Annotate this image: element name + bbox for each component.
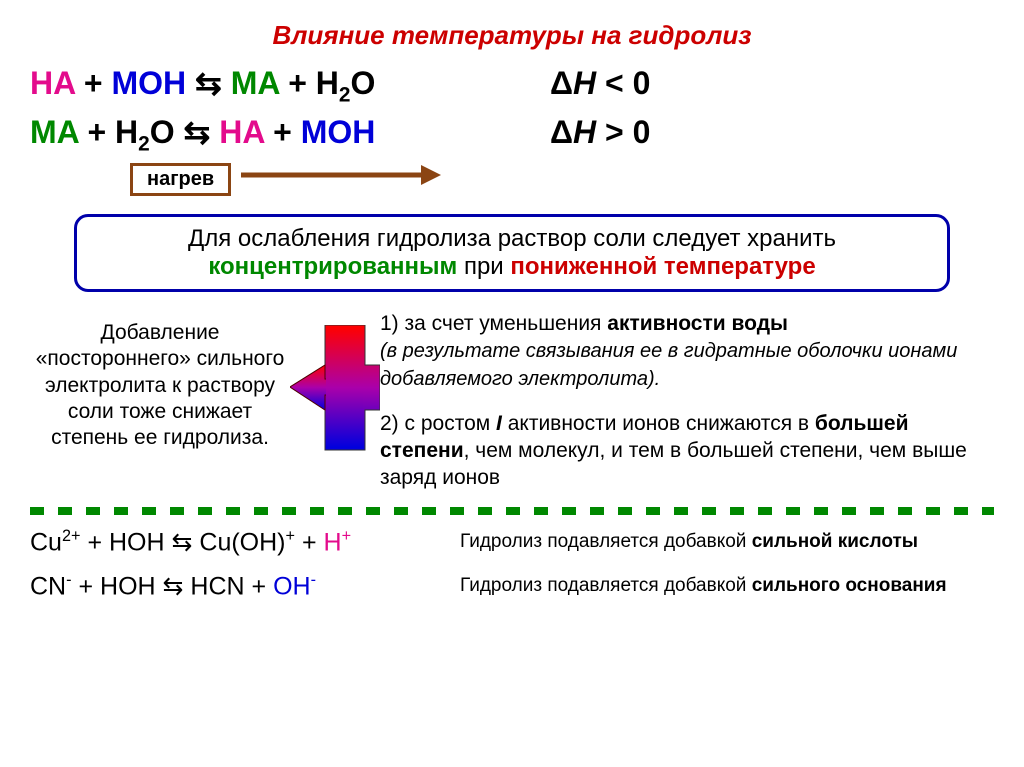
box-at: при <box>457 253 510 280</box>
p1a: 1) за счет уменьшения <box>380 312 607 335</box>
b1-Hsup: + <box>342 527 352 545</box>
box-concentrated: концентрированным <box>208 253 457 280</box>
eq2-left: MA + H2O ⇆ HA + MOH <box>30 110 550 159</box>
box-line2: концентрированным при пониженной темпера… <box>107 253 917 281</box>
eq2-arr: ⇆ <box>184 114 220 150</box>
equation-1: HA + MOH ⇆ MA + H2O ΔH < 0 <box>30 61 994 110</box>
arrow-right-icon <box>241 161 441 194</box>
page-title: Влияние температуры на гидролиз <box>30 20 994 51</box>
b1-Cu: Cu <box>30 528 62 556</box>
eq2-sub2: 2 <box>138 132 150 155</box>
separator <box>30 507 994 515</box>
p2a: 2) с ростом <box>380 412 496 435</box>
eq1-plus1: + <box>75 65 111 101</box>
p2e: , чем молекул, и тем в большей степени, … <box>380 439 967 489</box>
eq1-arr: ⇆ <box>186 65 231 101</box>
eq1-H: H <box>573 65 596 101</box>
eq2-dh: ΔH > 0 <box>550 110 650 159</box>
explanation: 1) за счет уменьшения активности воды (в… <box>380 310 994 492</box>
eq1-plus2: + H <box>279 65 339 101</box>
eq1-MOH: MOH <box>112 65 187 101</box>
electrolyte-note: Добавление «постороннего» сильного элект… <box>30 310 290 451</box>
eq2-delta: Δ <box>550 114 573 150</box>
eq1-O: O <box>350 65 375 101</box>
b2-note-a: Гидролиз подавляется добавкой <box>460 575 752 596</box>
eq1-sub2: 2 <box>339 83 351 106</box>
b2-OHsup: - <box>311 571 316 589</box>
storage-advice-box: Для ослабления гидролиза раствор соли сл… <box>74 214 950 292</box>
eq2-O: O <box>150 114 184 150</box>
b1-note-a: Гидролиз подавляется добавкой <box>460 531 752 552</box>
equations-block: HA + MOH ⇆ MA + H2O ΔH < 0 MA + H2O ⇆ HA… <box>30 61 994 158</box>
b1-supP: + <box>286 527 296 545</box>
p1b: активности воды <box>607 312 788 335</box>
eq2-H: H <box>573 114 596 150</box>
heat-label: нагрев <box>130 163 231 196</box>
b1-plus2: + <box>295 528 324 556</box>
p1c: (в результате связывания ее в гидратные … <box>380 340 957 389</box>
title-text: Влияние температуры на гидролиз <box>272 20 751 50</box>
middle-section: Добавление «постороннего» сильного элект… <box>30 310 994 492</box>
eq2-MOH: MOH <box>301 114 376 150</box>
eq2-plus1: + H <box>79 114 139 150</box>
bottom-eq-2: CN- + HOH ⇆ HCN + OH- Гидролиз подавляет… <box>30 571 994 601</box>
b2-CN: CN <box>30 572 66 600</box>
b1-H: H <box>324 528 342 556</box>
eq1-HA: HA <box>30 65 75 101</box>
explain-point-2: 2) с ростом I активности ионов снижаются… <box>380 410 994 492</box>
eq2-HA: HA <box>219 114 264 150</box>
explain-point-1: 1) за счет уменьшения активности воды (в… <box>380 310 994 392</box>
b2-plus: + HOH ⇆ HCN + <box>72 572 274 600</box>
eq2-MA: MA <box>30 114 79 150</box>
b2-OH: OH <box>273 572 311 600</box>
eq1-dh: ΔH < 0 <box>550 61 650 110</box>
eq1-delta: Δ <box>550 65 573 101</box>
beq2-left: CN- + HOH ⇆ HCN + OH- <box>30 571 460 601</box>
bottom-equations: Cu2+ + HOH ⇆ Cu(OH)+ + H+ Гидролиз подав… <box>30 527 994 602</box>
b1-note-b: сильной кислоты <box>752 531 918 552</box>
p2c: активности ионов снижаются в <box>502 412 815 435</box>
beq1-left: Cu2+ + HOH ⇆ Cu(OH)+ + H+ <box>30 527 460 557</box>
bottom-eq-1: Cu2+ + HOH ⇆ Cu(OH)+ + H+ Гидролиз подав… <box>30 527 994 557</box>
beq2-note: Гидролиз подавляется добавкой сильного о… <box>460 575 994 597</box>
heat-row: нагрев <box>30 158 994 196</box>
b1-plus: + HOH ⇆ Cu(OH) <box>81 528 286 556</box>
eq2-rel: > 0 <box>596 114 650 150</box>
eq2-plus2: + <box>264 114 300 150</box>
arrow-left-icon <box>290 310 380 460</box>
b1-sup2p: 2+ <box>62 527 81 545</box>
box-line1: Для ослабления гидролиза раствор соли сл… <box>107 225 917 253</box>
eq1-rel: < 0 <box>596 65 650 101</box>
beq1-note: Гидролиз подавляется добавкой сильной ки… <box>460 531 994 553</box>
box-lowtemp: пониженной температуре <box>510 253 815 280</box>
b2-note-b: сильного основания <box>752 575 947 596</box>
equation-2: MA + H2O ⇆ HA + MOH ΔH > 0 <box>30 110 994 159</box>
eq1-MA: MA <box>231 65 280 101</box>
eq1-left: HA + MOH ⇆ MA + H2O <box>30 61 550 110</box>
